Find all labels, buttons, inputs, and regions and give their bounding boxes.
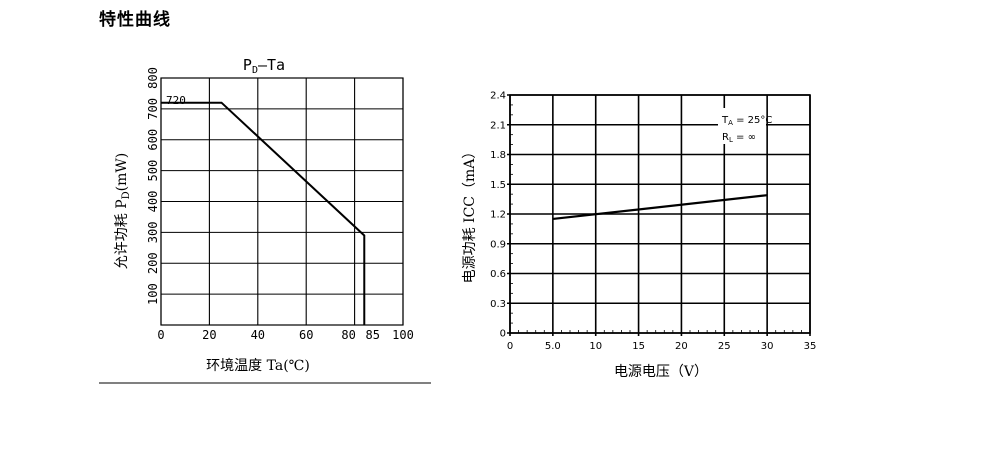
chart2-ytick-label: 0.3	[490, 299, 506, 310]
chart2-legend-ta-rest: = 25°C	[733, 115, 772, 126]
chart2-ytick-label: 0	[500, 329, 506, 340]
chart1-ytick-label: 400	[146, 191, 160, 213]
chart1-ylabel: 允许功耗 PD(mW)	[114, 153, 132, 270]
chart1-xlabel: 环境温度 Ta(℃)	[206, 358, 310, 374]
chart1-xtick-label: 100	[392, 328, 414, 342]
chart2-frame	[509, 94, 811, 334]
chart1-ytick-label: 200	[146, 252, 160, 274]
chart2-legend-rl-rest: = ∞	[733, 132, 756, 143]
chart2-xtick-label: 30	[761, 341, 774, 352]
chart2-xtick-label: 5.0	[545, 341, 561, 352]
chart1-ylabel-main: 允许功耗 P	[114, 199, 130, 269]
chart2-xtick-label: 25	[718, 341, 731, 352]
chart1-ytick-label: 600	[146, 129, 160, 151]
chart2-xtick-label: 15	[632, 341, 645, 352]
chart2-ytick-label: 0.6	[490, 269, 506, 280]
chart1-title-sub: D	[252, 65, 258, 76]
chart1-title-rest: —Ta	[258, 56, 285, 74]
chart1-xtick-label: 20	[202, 328, 216, 342]
chart1-series-line	[161, 101, 366, 325]
chart1-ytick-label: 300	[146, 222, 160, 244]
chart2-legend-ta: TA = 25°C	[721, 115, 772, 127]
chart2-legend-rl-main: R	[722, 132, 729, 143]
chart2-series-line	[552, 194, 768, 221]
chart1-title: PD—Ta	[243, 56, 285, 76]
chart2-xtick-label: 20	[675, 341, 688, 352]
chart2-ytick-label: 2.4	[490, 91, 506, 102]
chart1-frame	[160, 77, 404, 326]
chart1-title-main: P	[243, 56, 252, 74]
chart2-xtick-label: 10	[589, 341, 602, 352]
chart1-ytick-label: 100	[146, 283, 160, 305]
chart1-ylabel-sub: D	[121, 191, 132, 199]
chart2-legend-ta-sub: A	[728, 119, 733, 127]
chart2-xtick-label: 35	[804, 341, 817, 352]
chart2-xtick-label: 0	[507, 341, 513, 352]
chart2-xlabel: 电源电压（V）	[614, 364, 708, 380]
chart2-ytick-label: 1.8	[490, 150, 506, 161]
chart1-xtick-label: 40	[251, 328, 265, 342]
chart2-legend-ta-main: T	[721, 115, 729, 126]
chart2-ytick-label: 1.5	[490, 180, 506, 191]
chart1-annotation: 720	[166, 94, 186, 107]
chart2-legend-rl-sub: L	[729, 136, 733, 144]
chart1-ytick-label: 700	[146, 98, 160, 120]
chart1-xtick-label: 0	[157, 328, 164, 342]
chart1-ytick-label: 500	[146, 160, 160, 182]
chart2-ylabel: 电源功耗 ICC（mA）	[462, 145, 478, 284]
chart1-xtick-label: 85	[365, 328, 379, 342]
chart2-legend-rl: RL = ∞	[722, 132, 756, 144]
section-title: 特性曲线	[99, 10, 171, 30]
chart2-ytick-label: 0.9	[490, 239, 506, 250]
chart2-legend-box	[718, 108, 766, 144]
chart2-ytick-label: 1.2	[490, 210, 506, 221]
chart2-ytick-label: 2.1	[490, 120, 506, 131]
chart1-ytick-label: 800	[146, 67, 160, 89]
chart1-xtick-label: 60	[299, 328, 313, 342]
chart1-xtick-label: 80	[341, 328, 355, 342]
chart1-ylabel-rest: (mW)	[114, 153, 130, 192]
